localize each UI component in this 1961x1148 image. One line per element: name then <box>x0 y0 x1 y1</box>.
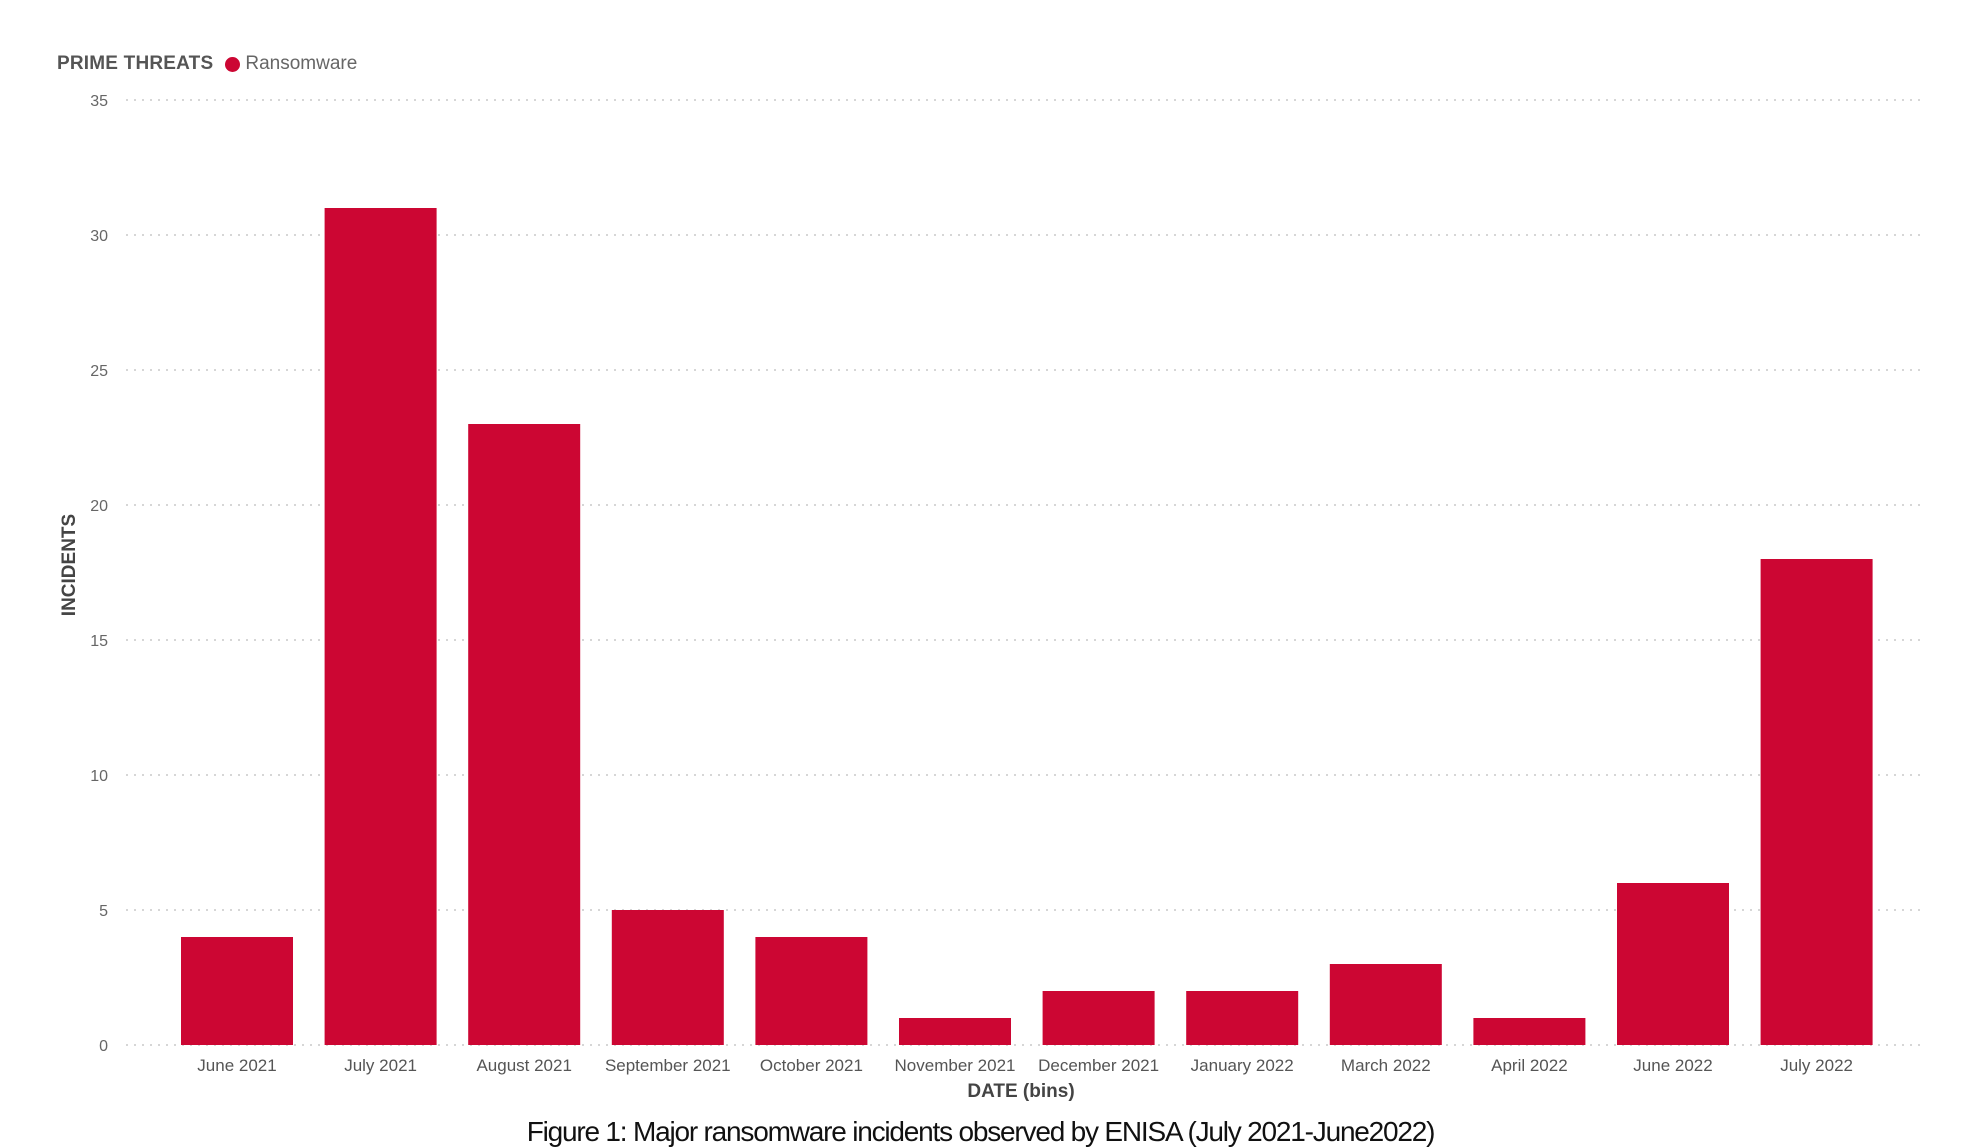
bar[interactable] <box>1617 883 1729 1045</box>
y-tick-label: 0 <box>99 1038 108 1055</box>
bar[interactable] <box>1186 991 1299 1045</box>
x-tick-label: June 2022 <box>1633 1056 1712 1075</box>
bar[interactable] <box>611 910 724 1045</box>
y-tick-label: 25 <box>90 363 108 380</box>
y-tick-label: 30 <box>90 228 108 245</box>
x-tick-label: September 2021 <box>605 1056 731 1075</box>
bar[interactable] <box>1473 1018 1586 1045</box>
x-tick-label: July 2021 <box>344 1056 417 1075</box>
x-tick-label: December 2021 <box>1038 1056 1159 1075</box>
bar[interactable] <box>1760 559 1873 1045</box>
x-tick-label: June 2021 <box>197 1056 276 1075</box>
bar[interactable] <box>468 424 581 1045</box>
x-tick-label: January 2022 <box>1191 1056 1294 1075</box>
x-tick-label: November 2021 <box>895 1056 1016 1075</box>
y-tick-label: 35 <box>90 93 108 110</box>
bar[interactable] <box>181 937 293 1045</box>
figure-caption: Figure 1: Major ransomware incidents obs… <box>526 1116 1436 1147</box>
legend-item-ransomware[interactable]: Ransomware <box>225 53 357 75</box>
bar[interactable] <box>755 937 868 1045</box>
x-axis-title: DATE (bins) <box>967 1081 1074 1102</box>
y-axis-title: INCIDENTS <box>59 514 80 616</box>
x-tick-label: October 2021 <box>760 1056 863 1075</box>
legend-swatch-icon <box>225 56 241 72</box>
x-tick-label: April 2022 <box>1491 1056 1568 1075</box>
legend-title: PRIME THREATS <box>57 53 214 74</box>
legend: PRIME THREATS Ransomware <box>57 53 357 75</box>
bar[interactable] <box>899 1018 1011 1045</box>
x-tick-label: August 2021 <box>476 1056 571 1075</box>
bar[interactable] <box>324 208 437 1045</box>
y-tick-label: 5 <box>99 903 108 920</box>
y-tick-label: 10 <box>90 768 108 785</box>
bar[interactable] <box>1042 991 1155 1045</box>
x-tick-label: July 2022 <box>1780 1056 1853 1075</box>
y-tick-label: 15 <box>90 633 108 650</box>
y-tick-label: 20 <box>90 498 108 515</box>
bar[interactable] <box>1329 964 1442 1045</box>
x-tick-label: March 2022 <box>1341 1056 1431 1075</box>
legend-item-label: Ransomware <box>245 53 358 74</box>
